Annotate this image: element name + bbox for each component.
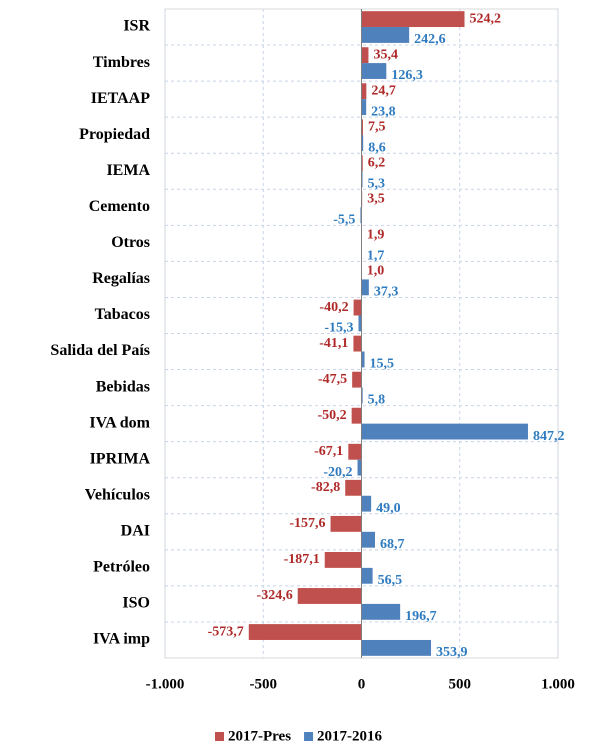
x-tick-label: -1.000 xyxy=(146,676,185,692)
category-label: IPRIMA xyxy=(90,450,151,467)
bar xyxy=(361,83,367,100)
bar xyxy=(248,624,362,640)
category-label: Petróleo xyxy=(93,559,150,576)
x-tick-label: -500 xyxy=(250,676,278,692)
bar xyxy=(361,171,363,188)
category-label: Timbres xyxy=(93,54,150,71)
value-label: 1,0 xyxy=(367,264,385,279)
bar xyxy=(361,531,375,548)
value-label: 23,8 xyxy=(371,104,396,119)
bar xyxy=(348,443,362,460)
value-label: -573,7 xyxy=(208,624,244,639)
bar xyxy=(361,155,363,172)
value-label: 196,7 xyxy=(405,609,437,624)
value-label: -157,6 xyxy=(289,516,325,531)
bar xyxy=(361,27,410,43)
category-label: IETAAP xyxy=(91,90,150,107)
bar xyxy=(361,567,373,584)
value-label: -50,2 xyxy=(317,408,346,423)
category-label: DAI xyxy=(121,522,150,539)
bar xyxy=(361,603,401,620)
x-tick-label: 500 xyxy=(449,676,472,692)
bar xyxy=(361,279,369,296)
value-label: 15,5 xyxy=(370,357,395,372)
value-label: 126,3 xyxy=(391,68,423,83)
legend-swatch xyxy=(304,732,314,741)
value-label: 353,9 xyxy=(436,645,468,660)
value-label: 5,3 xyxy=(368,176,386,191)
bar xyxy=(357,459,362,476)
value-label: 3,5 xyxy=(367,192,385,207)
bar xyxy=(297,588,362,604)
legend-label: 2017-2016 xyxy=(317,728,382,744)
bar xyxy=(352,371,362,388)
value-label: 5,8 xyxy=(368,393,386,408)
bar xyxy=(345,479,362,496)
value-label: -5,5 xyxy=(333,212,355,227)
bar xyxy=(361,423,528,440)
value-label: -41,1 xyxy=(319,336,348,351)
value-label: -187,1 xyxy=(284,552,320,567)
value-label: -324,6 xyxy=(257,588,293,603)
bar xyxy=(360,207,362,224)
category-label: IVA imp xyxy=(93,631,150,648)
value-label: 7,5 xyxy=(368,119,386,134)
value-label: 49,0 xyxy=(376,501,401,516)
category-label: IEMA xyxy=(106,162,150,179)
bar xyxy=(361,639,432,656)
value-label: 524,2 xyxy=(470,11,502,26)
value-label: 8,6 xyxy=(368,140,386,155)
bar xyxy=(353,299,362,316)
legend-swatch xyxy=(215,732,224,741)
value-label: 6,2 xyxy=(368,156,386,171)
category-label: IVA dom xyxy=(89,414,150,431)
value-label: -15,3 xyxy=(324,321,353,336)
category-label: Propiedad xyxy=(79,126,150,143)
bar xyxy=(351,407,362,424)
category-label: Otros xyxy=(111,234,150,251)
bar xyxy=(361,47,369,64)
category-label: Vehículos xyxy=(85,486,150,503)
bar xyxy=(361,495,372,512)
value-label: 68,7 xyxy=(380,537,405,552)
bar xyxy=(361,351,365,368)
bar xyxy=(330,515,362,532)
bar xyxy=(361,387,363,404)
category-label: Salida del País xyxy=(50,342,150,359)
bar xyxy=(358,315,362,332)
bar xyxy=(361,63,387,79)
bar xyxy=(361,119,363,136)
value-label: 1,7 xyxy=(367,249,385,264)
category-label: ISR xyxy=(123,18,150,35)
x-tick-label: 1.000 xyxy=(541,676,575,692)
value-label: 1,9 xyxy=(367,228,385,243)
bar xyxy=(361,135,364,152)
bar xyxy=(361,11,465,28)
category-label: Regalías xyxy=(92,270,150,287)
value-label: 24,7 xyxy=(371,83,396,98)
x-tick-label: 0 xyxy=(358,676,366,692)
bar xyxy=(353,335,362,352)
value-label: -67,1 xyxy=(314,444,343,459)
value-label: 847,2 xyxy=(533,429,565,444)
value-label: 35,4 xyxy=(373,47,398,62)
value-label: -47,5 xyxy=(318,372,347,387)
value-label: 56,5 xyxy=(378,573,403,588)
bar xyxy=(361,99,367,116)
value-label: -20,2 xyxy=(323,465,352,480)
category-label: ISO xyxy=(122,595,150,612)
value-label: 37,3 xyxy=(374,285,399,300)
category-label: Bebidas xyxy=(96,378,150,395)
category-label: Tabacos xyxy=(95,306,150,323)
value-label: -40,2 xyxy=(319,300,348,315)
category-label: Cemento xyxy=(89,198,150,215)
value-label: 242,6 xyxy=(414,32,446,47)
value-label: -82,8 xyxy=(311,480,340,495)
bar xyxy=(324,551,362,568)
legend-label: 2017-Pres xyxy=(228,728,291,744)
